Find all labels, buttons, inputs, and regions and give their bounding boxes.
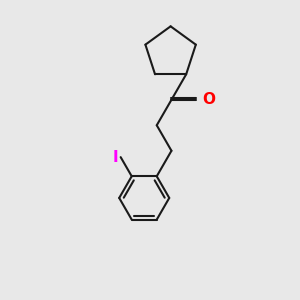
Text: I: I (113, 150, 118, 165)
Text: O: O (202, 92, 215, 107)
